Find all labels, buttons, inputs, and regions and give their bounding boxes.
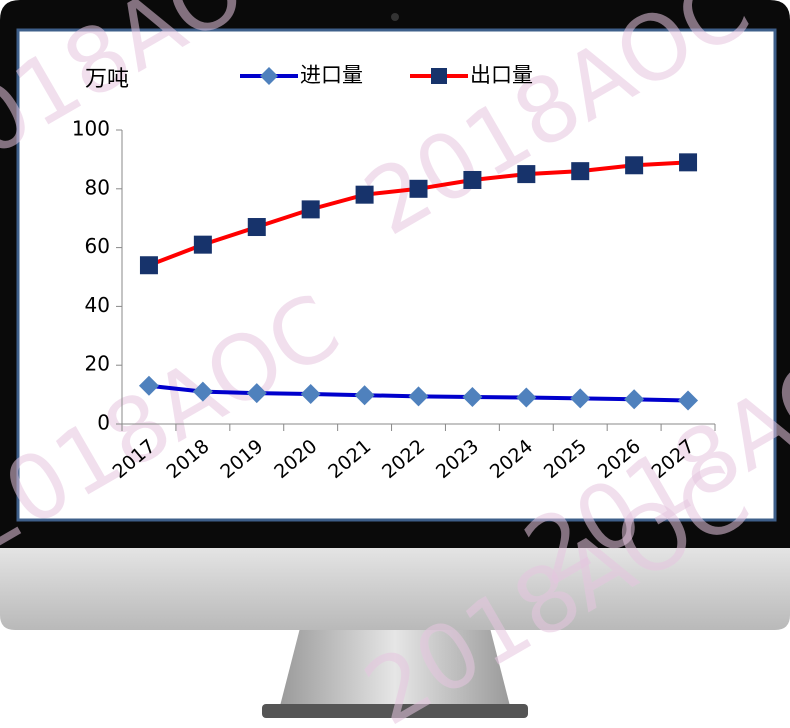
marker — [192, 381, 213, 402]
stand — [280, 628, 510, 706]
marker — [570, 388, 591, 409]
y-tick-label: 40 — [85, 293, 110, 317]
legend-label: 进口量 — [300, 63, 363, 87]
y-tick-label: 80 — [85, 175, 110, 199]
marker — [193, 235, 212, 254]
y-tick-label: 20 — [85, 352, 110, 376]
marker — [462, 386, 483, 407]
marker — [247, 218, 266, 237]
marker — [300, 384, 321, 405]
marker — [260, 67, 278, 85]
marker — [679, 153, 698, 172]
marker — [517, 165, 536, 184]
y-axis-unit: 万吨 — [85, 67, 129, 92]
marker — [354, 385, 375, 406]
marker — [301, 200, 320, 219]
marker — [139, 256, 158, 275]
marker — [246, 383, 267, 404]
stand-base — [262, 704, 528, 718]
legend-label: 出口量 — [470, 63, 533, 87]
chin — [0, 548, 790, 630]
y-tick-label: 100 — [72, 117, 110, 141]
screen — [16, 28, 777, 522]
camera — [391, 13, 399, 21]
y-tick-label: 0 — [97, 411, 110, 435]
marker — [355, 185, 374, 204]
marker — [463, 170, 482, 189]
marker — [408, 386, 429, 407]
marker — [409, 179, 428, 198]
marker — [678, 390, 699, 411]
marker — [625, 156, 644, 175]
marker — [431, 68, 447, 84]
y-tick-label: 60 — [85, 234, 110, 258]
marker — [516, 387, 537, 408]
marker — [624, 389, 645, 410]
marker — [571, 162, 590, 181]
marker — [138, 375, 159, 396]
